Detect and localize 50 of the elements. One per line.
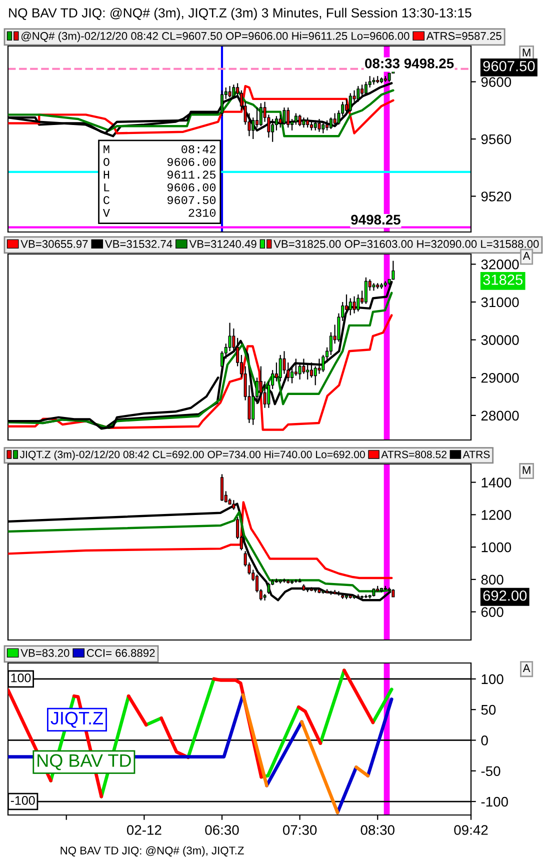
y-tick-label: 100 (482, 674, 504, 684)
legend-label: VB=83.20 (20, 649, 70, 657)
legend-label: VB=31825.00 OP=31603.00 H=32090.00 L=31588.00 (274, 240, 539, 248)
annotation: M 08:42 O 9606.00 H 9611.25 L 9606.00 C 9607.50 V 2310 (102, 145, 216, 217)
legend-label: CCI= 66.8892 (86, 649, 155, 657)
y-tick-label: 9520 (481, 192, 512, 202)
annotation: JIQT.Z (50, 712, 103, 728)
legend-label: VB=31532.74 (104, 240, 172, 248)
y-tick-label: 31000 (481, 297, 519, 308)
y-tick-label: 1400 (482, 478, 512, 488)
text: M (522, 48, 530, 56)
y-tick-label: 1200 (482, 510, 512, 520)
legend-label: VB=30655.97 (20, 240, 88, 248)
y-tick-label: 1000 (482, 542, 512, 552)
text: NQ BAV TD JIQ: @NQ# (3m), JIQT.Z (60, 846, 244, 857)
x-tick-label: 07:30 (282, 825, 317, 835)
y-tick-label: 600 (481, 607, 504, 617)
y-tick-label: -50 (481, 766, 500, 776)
text: 692.00 (483, 590, 527, 601)
legend-label: VB=31240.49 (189, 240, 256, 248)
y-tick-label: 800 (481, 574, 504, 585)
x-tick-label: 02-12 (126, 825, 162, 835)
text: A (522, 252, 530, 260)
text: 31825 (483, 274, 523, 285)
chart-title: NQ BAV TD JIQ: @NQ# (3m), JIQT.Z (3m) 3 Minutes, Full Session 13:30-13:15 (9, 8, 472, 20)
text: A (522, 664, 530, 672)
ref-line-label: -100 (10, 796, 35, 805)
legend-label: ATRS=808.52 (381, 450, 446, 458)
y-tick-label: 28000 (481, 410, 519, 421)
y-tick-label: 9560 (481, 134, 512, 144)
text: 9607.50 (483, 60, 535, 72)
text: M (522, 466, 530, 474)
x-tick-label: 08:30 (360, 825, 394, 835)
annotation: NQ BAV TD (38, 754, 131, 770)
x-tick-label: 09:42 (454, 825, 488, 835)
legend-label: JIQT.Z (3m)-02/12/20 08:42 CL=692.00 OP=734.00 Hi=740.00 Lo=692.00 (20, 450, 365, 460)
y-tick-label: 29000 (481, 372, 519, 383)
y-tick-label: 0 (481, 736, 488, 746)
x-tick-label: 06:30 (205, 825, 239, 835)
legend-label: @NQ# (3m)-02/12/20 08:42 CL=9607.50 OP=9606.00 Hi=9611.25 Lo=9606.00 (21, 32, 410, 42)
ref-line-label: 100 (11, 673, 31, 682)
y-tick-label: 32000 (481, 260, 519, 270)
legend-label: ATRS=9587.25 (426, 32, 502, 40)
y-tick-label: 9600 (481, 77, 512, 87)
y-tick-label: 30000 (481, 335, 519, 345)
y-tick-label: 50 (481, 704, 496, 715)
annotation: 08:33 9498.25 (365, 58, 454, 68)
legend-label: ATRS (462, 450, 490, 458)
ref-line-label: 9498.25 (351, 214, 400, 225)
y-tick-label: -100 (481, 796, 508, 807)
